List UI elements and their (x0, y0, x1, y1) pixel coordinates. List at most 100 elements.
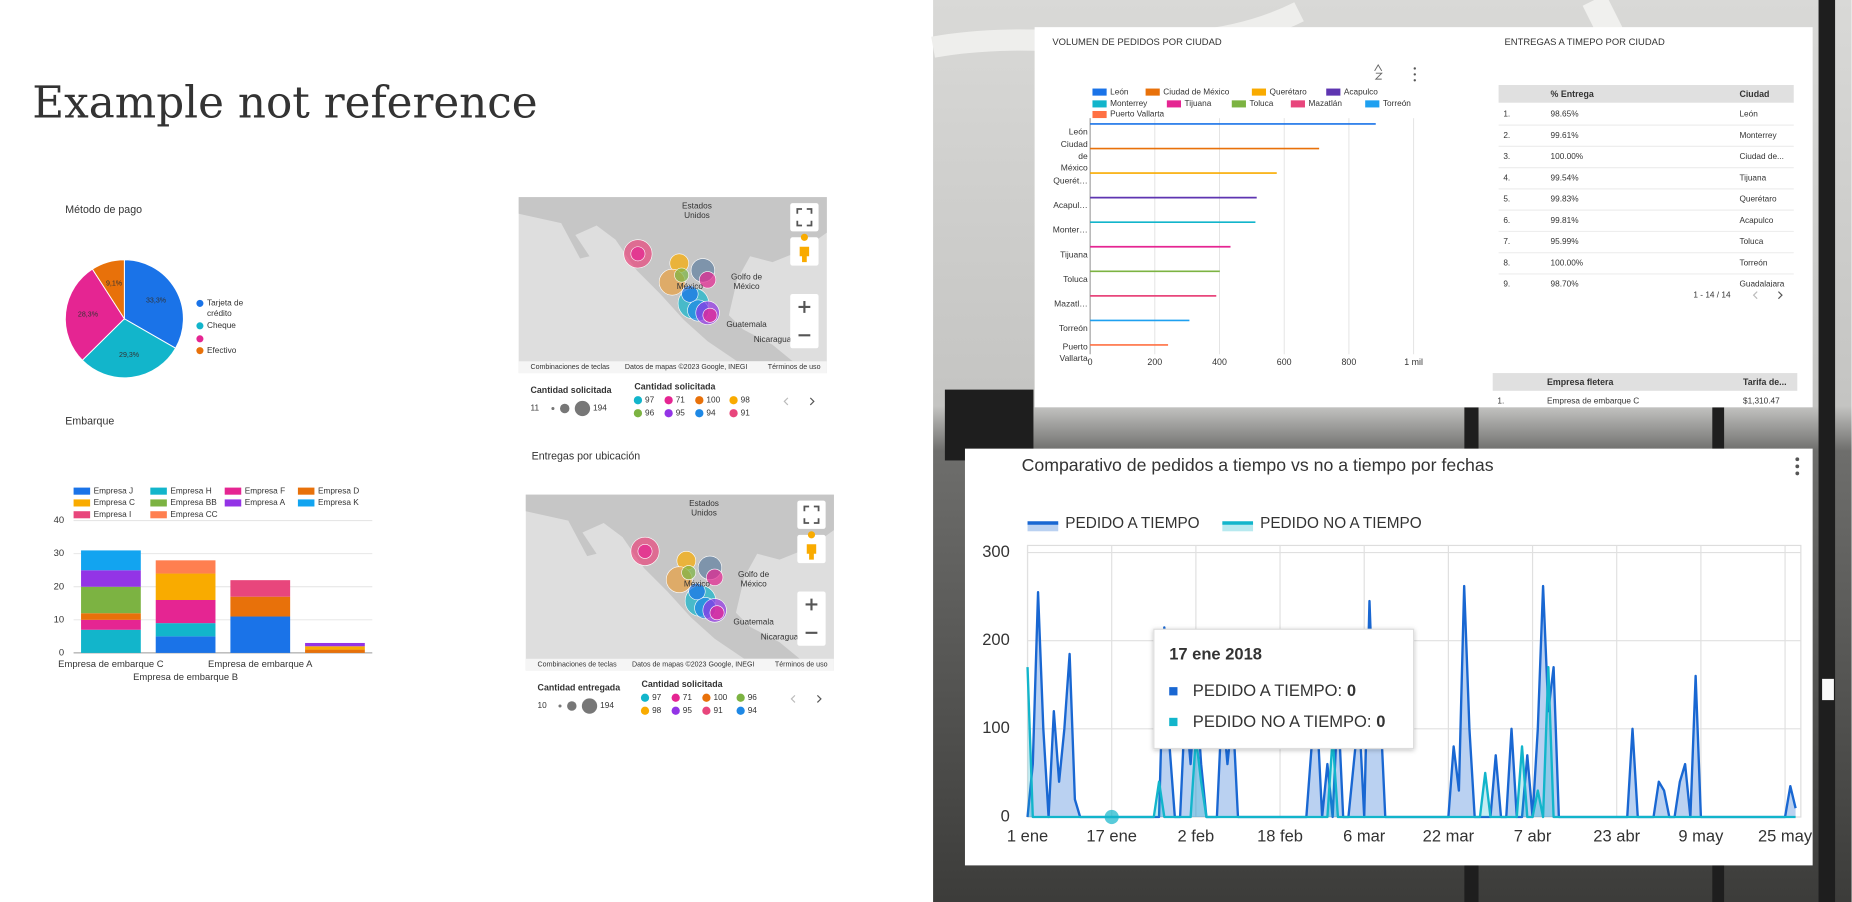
legend-swatch (1092, 88, 1107, 96)
x-tick-label: 23 abr (1593, 826, 1640, 845)
color-legend-label: 71 (676, 395, 686, 404)
color-legend-title: Cantidad solicitada (641, 679, 722, 689)
table-cell: Ciudad de... (1739, 152, 1784, 161)
table-cell: $1,310.47 (1743, 397, 1780, 406)
menu-dot (1795, 457, 1800, 462)
legend-swatch (224, 487, 242, 495)
bar-segment (81, 619, 141, 630)
bar-segment (305, 649, 365, 653)
x-tick-label: 17 ene (1086, 826, 1137, 845)
legend-label: PEDIDO A TIEMPO (1065, 515, 1199, 532)
table-cell: 99.81% (1551, 216, 1580, 225)
map-bubble (706, 568, 724, 586)
y-tick-label: 10 (54, 614, 65, 625)
color-swatch (671, 706, 680, 715)
attribution-bar (518, 361, 827, 374)
attribution-bar (525, 658, 834, 671)
table-cell: Tijuana (1739, 173, 1766, 182)
legend-swatch (150, 511, 167, 519)
y-tick-label: León (1069, 126, 1088, 136)
table-cell: Guadalajara (1739, 280, 1784, 289)
legend-swatch (196, 299, 204, 307)
legend-label: Acapulco (1344, 87, 1378, 96)
pie-slice (64, 268, 125, 361)
legend-label: Empresa A (245, 498, 286, 507)
table-cell: 98.65% (1551, 110, 1580, 119)
fullscreen-icon (803, 505, 820, 524)
table-cell: 99.61% (1551, 131, 1580, 140)
map-bubble (688, 582, 706, 601)
pie-slice (91, 259, 125, 321)
color-swatch (633, 396, 643, 405)
color-swatch (695, 409, 704, 418)
bar-segment (155, 573, 216, 600)
menu-dot (1413, 67, 1416, 70)
legend-label: Ciudad de México (1163, 87, 1229, 96)
x-tick-label: 800 (1342, 357, 1357, 367)
bar-segment (155, 636, 216, 653)
size-swatch (567, 701, 577, 711)
map-label: Golfo de México (731, 273, 763, 291)
y-tick-label: Tijuana (1060, 249, 1088, 259)
table-cell: Acapulco (1739, 216, 1773, 225)
zoom-in-icon (798, 301, 811, 313)
map-bubble (681, 565, 697, 580)
y-tick-label: 200 (982, 630, 1010, 649)
map-bubble (699, 271, 717, 289)
x-tick-label: 2 feb (1178, 826, 1215, 845)
map-label: México (684, 580, 711, 589)
map-control (797, 500, 826, 529)
map-bubble (637, 543, 653, 559)
hover-point (1104, 809, 1119, 825)
chart-title: Comparativo de pedidos a tiempo vs no a … (1022, 455, 1494, 475)
table-header-cell: Ciudad (1739, 89, 1769, 99)
bar-segment (81, 550, 141, 571)
map-bubble (702, 307, 718, 323)
x-tick-label: Empresa de embarque A (208, 659, 313, 670)
map-attribution: Datos de mapas ©2023 Google, INEGI (632, 661, 754, 669)
map-label: Guatemala (726, 320, 767, 329)
x-tick-label: 1 ene (1007, 826, 1048, 845)
zoom-control (790, 293, 819, 349)
map-label: Nicaragua (761, 633, 799, 642)
y-tick-label: 300 (982, 542, 1010, 561)
y-tick-label: 0 (59, 647, 64, 658)
legend-label: Empresa CC (170, 510, 217, 519)
map-attribution: Términos de uso (768, 363, 821, 371)
map-bubble (674, 267, 689, 283)
table-cell: 9. (1503, 280, 1510, 289)
legend-label: PEDIDO NO A TIEMPO (1260, 515, 1422, 532)
x-tick-label: 25 may (1758, 826, 1813, 845)
bar-segment (155, 560, 216, 574)
color-legend-label: 94 (706, 408, 716, 417)
bar-segment (81, 629, 141, 653)
color-legend-label: 98 (741, 395, 751, 404)
color-legend-label: 96 (645, 408, 655, 417)
table-cell: Querétaro (1739, 195, 1777, 204)
table-cell: 8. (1503, 258, 1510, 267)
table-cell: 95.99% (1551, 237, 1580, 246)
prev-arrow (1752, 291, 1758, 300)
legend-swatch (1092, 110, 1107, 119)
switch (1822, 678, 1834, 701)
y-tick-label: Puerto Vallarta (1060, 342, 1088, 364)
table-header (1492, 373, 1798, 391)
color-legend-label: 71 (683, 693, 693, 702)
y-tick-label: Mazatl… (1054, 298, 1088, 308)
legend-label: Cheque (207, 321, 236, 330)
bar-segment (81, 613, 141, 620)
legend-label: Tijuana (1185, 99, 1212, 108)
legend-swatch (196, 322, 204, 330)
map-attribution: Combinaciones de teclas (538, 661, 618, 669)
legend-swatch-area (1027, 523, 1059, 532)
color-swatch (664, 409, 673, 418)
prev-arrow (783, 397, 789, 406)
tooltip-date: 17 ene 2018 (1169, 645, 1262, 664)
tooltip (1153, 628, 1415, 750)
color-legend-label: 98 (652, 706, 662, 715)
y-tick-label: 30 (54, 548, 65, 559)
table-header (1498, 85, 1794, 103)
next-arrow (1777, 291, 1783, 300)
bar-segment (230, 596, 291, 617)
